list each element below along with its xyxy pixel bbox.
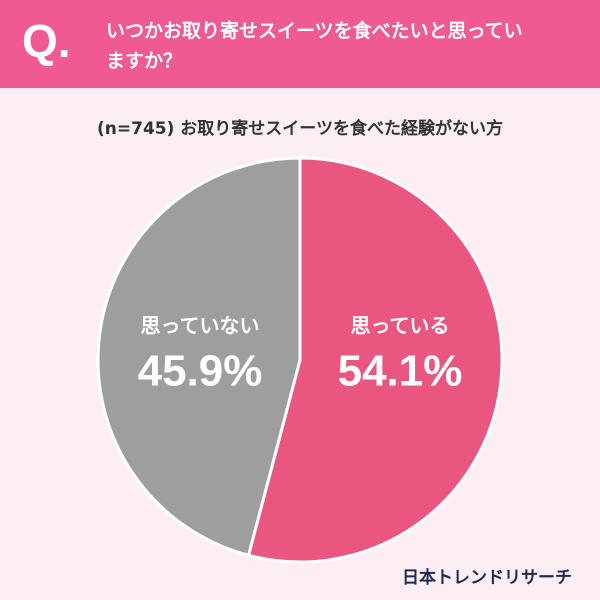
- pie-slice: [96, 156, 302, 558]
- slice-value-label: 45.9%: [138, 347, 263, 396]
- slice-category-label: 思っていない: [141, 314, 260, 338]
- pie-slice: [246, 156, 504, 564]
- slice-value-label: 54.1%: [338, 347, 463, 396]
- source: 日本トレンドリサーチ: [402, 567, 572, 588]
- chart-subtitle: (n=745) お取り寄せスイーツを食べた経験がない方: [97, 118, 503, 139]
- question-marker: Q.: [22, 15, 71, 67]
- chart-title: いつかお取り寄せスイーツを食べたいと思っていますか？: [106, 20, 523, 72]
- slice-category-label: 思っている: [351, 314, 450, 338]
- header-band: Q. いつかお取り寄せスイーツを食べたいと思っていますか？: [0, 0, 600, 88]
